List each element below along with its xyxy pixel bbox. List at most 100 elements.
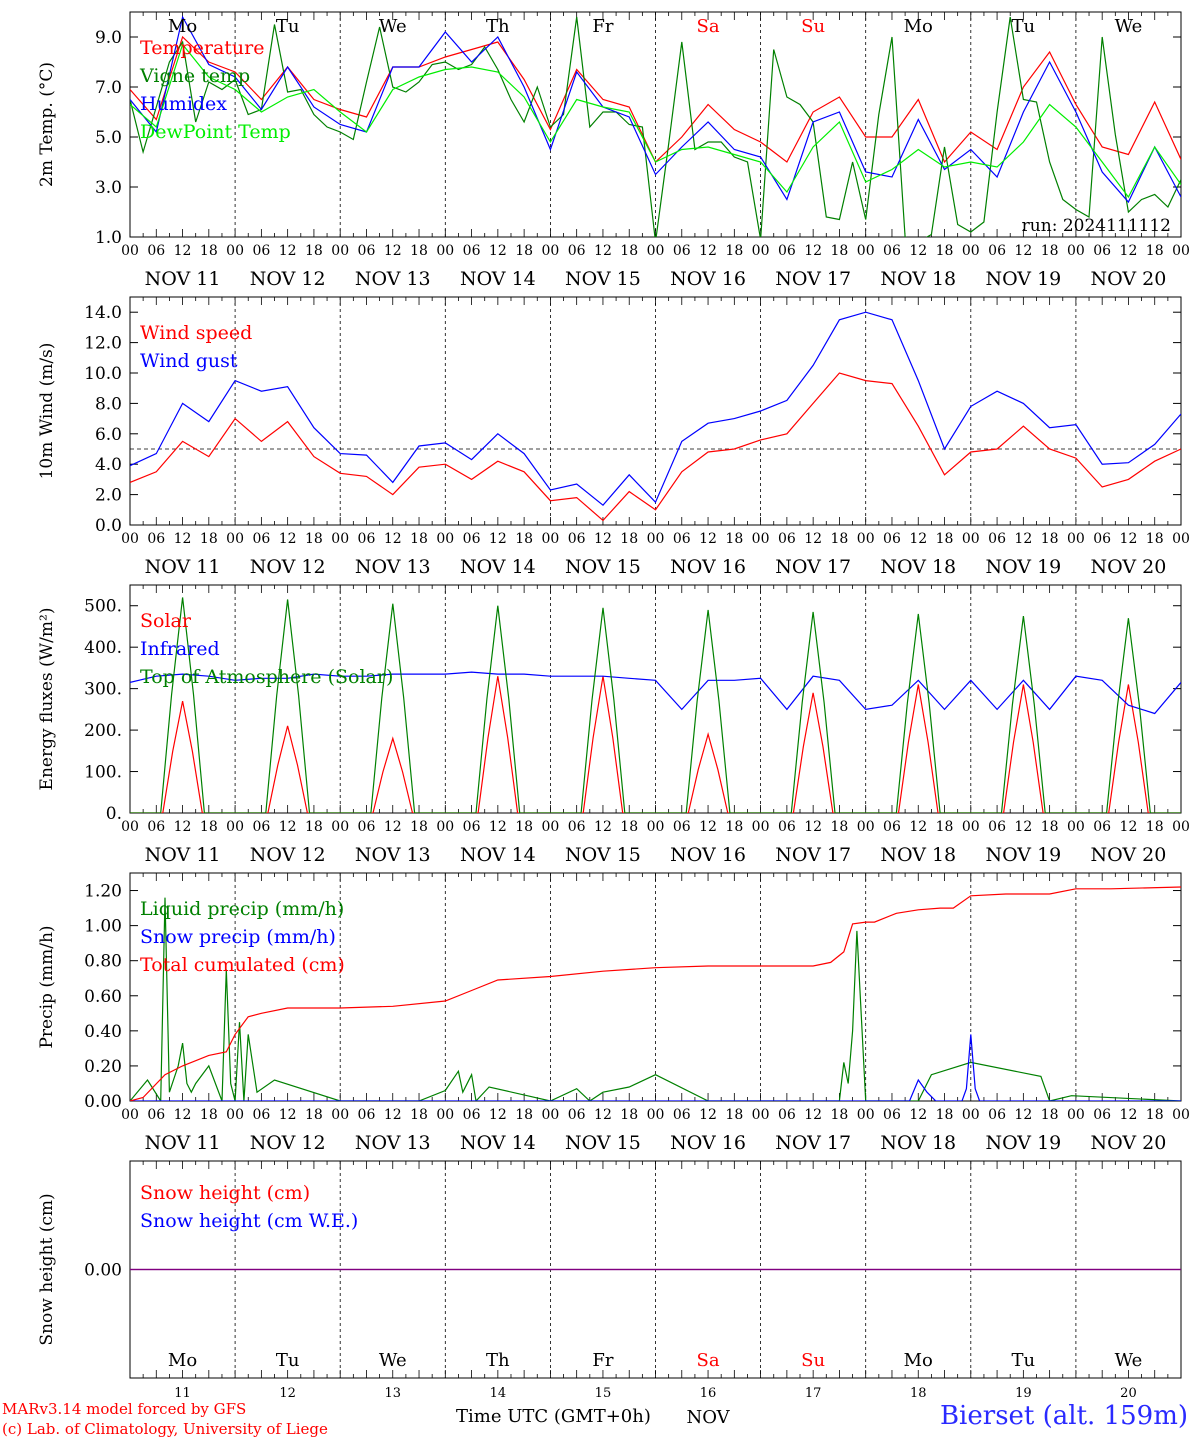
hour-label: 00 — [436, 243, 454, 259]
hour-label: 00 — [1172, 531, 1190, 547]
hour-label: 00 — [331, 819, 349, 835]
y-tick-label: 9.0 — [95, 28, 122, 48]
day-number: 14 — [490, 1386, 507, 1401]
hour-label: 06 — [988, 243, 1006, 259]
series-line-dewpoint-temp — [130, 43, 1181, 199]
date-label: NOV 19 — [985, 268, 1061, 290]
date-label: NOV 17 — [775, 556, 851, 578]
hour-label: 00 — [121, 1107, 139, 1123]
hour-label: 00 — [1067, 531, 1085, 547]
hour-label: 12 — [1120, 243, 1138, 259]
day-number: 16 — [700, 1386, 717, 1401]
day-name: We — [379, 16, 407, 37]
hour-label: 12 — [279, 243, 297, 259]
hour-label: 12 — [489, 243, 507, 259]
day-name: Tu — [1012, 1350, 1036, 1371]
hour-label: 12 — [384, 243, 402, 259]
hour-label: 06 — [988, 531, 1006, 547]
hour-label: 12 — [804, 243, 822, 259]
y-tick-label: 4.0 — [95, 455, 122, 475]
hour-label: 06 — [568, 819, 586, 835]
hour-label: 00 — [962, 1107, 980, 1123]
legend-entry: DewPoint Temp — [140, 121, 291, 143]
hour-label: 12 — [1014, 531, 1032, 547]
legend-entry: Snow height (cm) — [140, 1182, 310, 1204]
hour-label: 00 — [541, 243, 559, 259]
day-number: 11 — [174, 1386, 191, 1401]
y-tick-label: 12.0 — [84, 334, 122, 354]
hour-label: 06 — [568, 243, 586, 259]
hour-label: 12 — [1014, 1107, 1032, 1123]
date-label: NOV 20 — [1091, 268, 1167, 290]
hour-label: 18 — [1146, 1107, 1164, 1123]
date-label: NOV 19 — [985, 556, 1061, 578]
date-label: NOV 11 — [145, 556, 221, 578]
hour-label: 00 — [857, 819, 875, 835]
lab-credit: (c) Lab. of Climatology, University of L… — [2, 1420, 328, 1438]
hour-label: 06 — [673, 243, 691, 259]
hour-label: 00 — [226, 819, 244, 835]
hour-label: 18 — [410, 1107, 428, 1123]
hour-label: 12 — [489, 819, 507, 835]
y-tick-label: 0.40 — [84, 1022, 122, 1042]
hour-label: 12 — [699, 1107, 717, 1123]
date-label: NOV 19 — [985, 844, 1061, 866]
hour-label: 00 — [647, 531, 665, 547]
hour-label: 12 — [1014, 819, 1032, 835]
hour-label: 18 — [1041, 531, 1059, 547]
date-label: NOV 15 — [565, 556, 641, 578]
hour-label: 12 — [594, 1107, 612, 1123]
hour-label: 06 — [147, 819, 165, 835]
hour-label: 00 — [121, 531, 139, 547]
hour-label: 06 — [463, 1107, 481, 1123]
y-tick-label: 0.00 — [84, 1092, 122, 1112]
hour-label: 00 — [752, 1107, 770, 1123]
hour-label: 12 — [804, 531, 822, 547]
hour-label: 18 — [620, 531, 638, 547]
date-label: NOV 11 — [145, 268, 221, 290]
hour-label: 00 — [1172, 819, 1190, 835]
month-label: NOV — [686, 1407, 730, 1428]
hour-label: 06 — [778, 819, 796, 835]
hour-label: 06 — [252, 243, 270, 259]
series-line-humidex — [130, 15, 1181, 204]
hour-label: 06 — [778, 1107, 796, 1123]
hour-label: 06 — [988, 1107, 1006, 1123]
hour-label: 00 — [752, 819, 770, 835]
day-name: Fr — [592, 1350, 613, 1371]
hour-label: 06 — [673, 1107, 691, 1123]
hour-label: 12 — [1120, 1107, 1138, 1123]
hour-label: 00 — [857, 1107, 875, 1123]
day-name: Su — [801, 1350, 825, 1371]
hour-label: 18 — [725, 243, 743, 259]
y-tick-label: 14.0 — [84, 303, 122, 323]
legend-entry: Top of Atmosphere (Solar) — [140, 666, 393, 688]
date-label: NOV 15 — [565, 268, 641, 290]
hour-label: 00 — [226, 243, 244, 259]
series-line-top-of-atmosphere-solar — [130, 597, 1181, 813]
hour-label: 06 — [673, 531, 691, 547]
chart-panel-4: 0.00 0.20 0.40 0.60 0.80 1.00 1.20 Precip (mm/h… — [37, 872, 1190, 1154]
day-number: 12 — [279, 1386, 296, 1401]
y-tick-label: 10.0 — [84, 364, 122, 384]
hour-label: 18 — [725, 1107, 743, 1123]
hour-label: 18 — [831, 1107, 849, 1123]
hour-label: 18 — [936, 531, 954, 547]
series-line-wind-speed — [130, 372, 1181, 522]
hour-label: 12 — [1120, 531, 1138, 547]
y-axis-label: Precip (mm/h) — [37, 925, 57, 1048]
hour-label: 18 — [200, 819, 218, 835]
legend-entry: Total cumulated (cm) — [140, 954, 345, 976]
day-number: 15 — [595, 1386, 612, 1401]
date-label: NOV 18 — [880, 1132, 956, 1154]
date-label: NOV 12 — [250, 556, 326, 578]
hour-label: 06 — [883, 531, 901, 547]
y-tick-label: 0.00 — [84, 1261, 122, 1281]
hour-label: 00 — [331, 531, 349, 547]
hour-label: 00 — [1172, 1107, 1190, 1123]
legend-entry: Vigne temp — [139, 65, 250, 87]
hour-label: 00 — [962, 819, 980, 835]
hour-label: 18 — [305, 531, 323, 547]
hour-label: 12 — [804, 1107, 822, 1123]
day-name: Mo — [168, 16, 197, 37]
